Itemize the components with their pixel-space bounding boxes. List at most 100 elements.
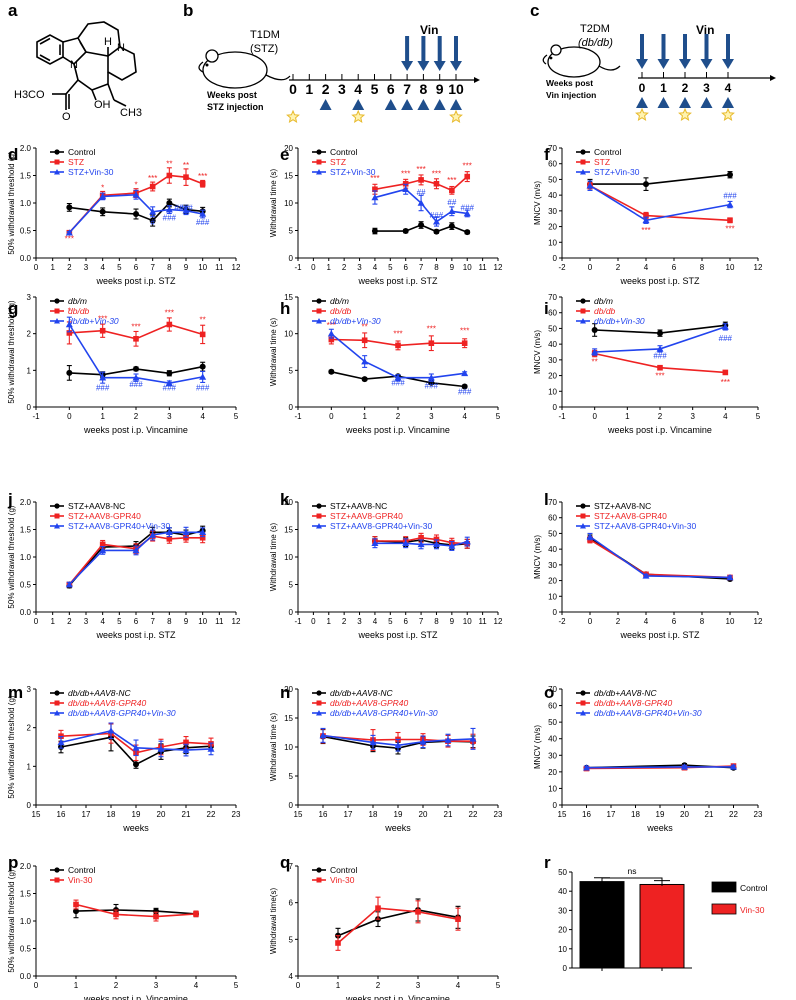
significance-mark: *** xyxy=(447,176,456,185)
panel-letter-i: i xyxy=(544,299,549,318)
series-2 xyxy=(586,180,734,224)
x-tick-label: 9 xyxy=(450,263,455,272)
timeline-tick-label: 10 xyxy=(448,81,464,97)
star-icon xyxy=(721,107,735,121)
x-tick-label: 6 xyxy=(672,617,677,626)
data-point xyxy=(107,727,115,734)
significance-mark: *** xyxy=(370,174,379,183)
x-tick-label: 0 xyxy=(311,263,316,272)
data-point xyxy=(319,731,327,739)
y-tick-label: 15 xyxy=(284,526,293,535)
x-tick-label: 17 xyxy=(344,810,353,819)
significance-mark: ### xyxy=(196,384,210,393)
legend-label: STZ+Vin-30 xyxy=(594,167,640,177)
y-tick-label: 15 xyxy=(284,172,293,181)
x-tick-label: 20 xyxy=(680,810,689,819)
vin-arrow-shaft xyxy=(640,34,644,60)
series-line xyxy=(60,736,212,766)
x-axis-label: weeks post i.p. STZ xyxy=(619,276,700,286)
x-tick-label: 10 xyxy=(463,617,472,626)
legend-label: db/db+AAV8-GPR40+Vin-30 xyxy=(330,708,438,718)
significance-mark: *** xyxy=(327,321,336,330)
y-tick-label: 2 xyxy=(27,330,32,339)
series-2 xyxy=(65,526,207,588)
x-tick-label: 3 xyxy=(154,981,159,990)
data-point xyxy=(375,905,381,911)
x-tick-label: 18 xyxy=(107,810,116,819)
y-axis-label: MNCV (m/s) xyxy=(533,330,542,374)
data-point xyxy=(448,223,455,230)
legend-label: STZ+AAV8-NC xyxy=(68,501,125,511)
legend-marker xyxy=(580,149,586,155)
test-triangle-icon xyxy=(450,99,462,110)
data-point xyxy=(394,374,402,381)
x-tick-label: 11 xyxy=(215,263,224,272)
x-tick-label: 4 xyxy=(644,617,649,626)
significance-mark: ## xyxy=(447,198,456,207)
y-tick-label: 10 xyxy=(548,238,557,247)
x-tick-label: 2 xyxy=(342,617,347,626)
legend-entry: db/db+AAV8-NC xyxy=(50,688,131,698)
y-tick-label: 1.5 xyxy=(20,526,32,535)
y-tick-label: 1 xyxy=(27,762,32,771)
test-triangle-icon xyxy=(319,99,332,110)
legend-entry: db/db+Vin-30 xyxy=(576,316,645,326)
test-triangle-icon xyxy=(433,99,446,110)
series-line xyxy=(589,537,731,580)
data-point xyxy=(721,323,729,330)
data-point xyxy=(132,546,140,554)
data-point xyxy=(133,211,139,217)
legend-entry: db/db+AAV8-NC xyxy=(312,688,393,698)
legend-entry: db/db+Vin-30 xyxy=(312,316,381,326)
legend-entry: db/db xyxy=(312,306,352,316)
data-point xyxy=(372,186,378,193)
data-point xyxy=(591,348,599,355)
data-point xyxy=(444,736,452,743)
significance-mark: ### xyxy=(129,380,143,389)
data-point xyxy=(328,336,335,343)
x-tick-label: 3 xyxy=(690,412,695,421)
vincamine-structure xyxy=(36,21,137,110)
legend-entry: Control xyxy=(50,865,96,875)
significance-mark: * xyxy=(134,181,137,190)
data-point xyxy=(66,369,73,376)
legend-label: STZ+AAV8-GPR40+Vin-30 xyxy=(330,521,432,531)
data-point xyxy=(99,546,107,554)
data-point xyxy=(433,228,440,235)
y-axis-label: MNCV (m/s) xyxy=(533,725,542,769)
data-point xyxy=(656,345,664,352)
data-point xyxy=(149,217,156,224)
test-triangle-icon xyxy=(657,97,670,108)
x-axis-label: weeks post i.p. STZ xyxy=(95,630,176,640)
x-tick-label: 2 xyxy=(67,617,72,626)
series-2 xyxy=(65,189,207,236)
significance-mark: ### xyxy=(719,334,733,343)
significance-mark: ### xyxy=(179,204,193,213)
y-tick-label: 70 xyxy=(548,498,557,507)
timeline-tick-label: 1 xyxy=(305,81,313,97)
mouse-eye xyxy=(205,63,209,67)
legend-marker xyxy=(54,318,60,324)
data-point xyxy=(149,531,157,538)
series-2 xyxy=(586,532,734,581)
y-tick-label: 30 xyxy=(548,356,557,365)
data-point xyxy=(455,916,461,922)
legend-label: db/db xyxy=(594,306,616,316)
legend-label: STZ+AAV8-GPR40 xyxy=(330,511,403,521)
legend-entry: db/db xyxy=(576,306,616,316)
data-point xyxy=(727,171,733,178)
panel-letter-r: r xyxy=(544,853,551,872)
y-tick-label: 0.0 xyxy=(20,254,32,263)
data-point xyxy=(432,218,440,225)
legend-entry: db/db+AAV8-NC xyxy=(576,688,657,698)
x-tick-label: 5 xyxy=(756,412,761,421)
legend-marker xyxy=(580,700,586,706)
vin-arrow-head-icon xyxy=(679,59,691,69)
x-tick-label: 2 xyxy=(342,263,347,272)
data-point xyxy=(643,181,649,188)
drug-label: Vin xyxy=(420,23,438,37)
legend-entry: STZ+AAV8-NC xyxy=(576,501,651,511)
